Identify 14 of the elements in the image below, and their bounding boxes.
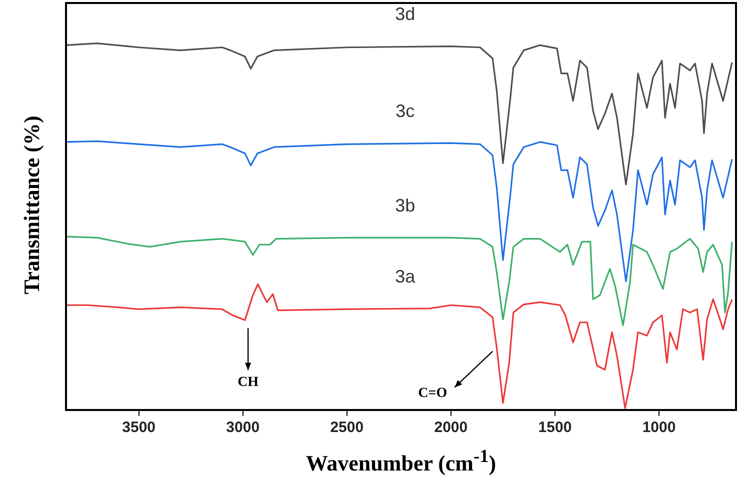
x-tick-label: 1000	[642, 419, 676, 436]
x-tick-label: 1500	[538, 419, 572, 436]
series-label: 3c	[396, 101, 415, 122]
x-tick-label: 2500	[330, 419, 364, 436]
x-tick-label: 3000	[226, 419, 260, 436]
y-axis-title: Transmittance (%)	[18, 114, 45, 296]
series-label: 3b	[395, 196, 416, 216]
x-tick-label: 3500	[122, 419, 156, 436]
x-axis-title: Wavenumber (cm$^{-1}$)	[304, 446, 498, 476]
series-label: 3a	[395, 266, 416, 286]
annotation: CH	[238, 374, 259, 390]
series-label: 3d	[395, 4, 416, 24]
x-tick-label: 2000	[434, 419, 468, 436]
annotation: C=O	[418, 386, 448, 401]
